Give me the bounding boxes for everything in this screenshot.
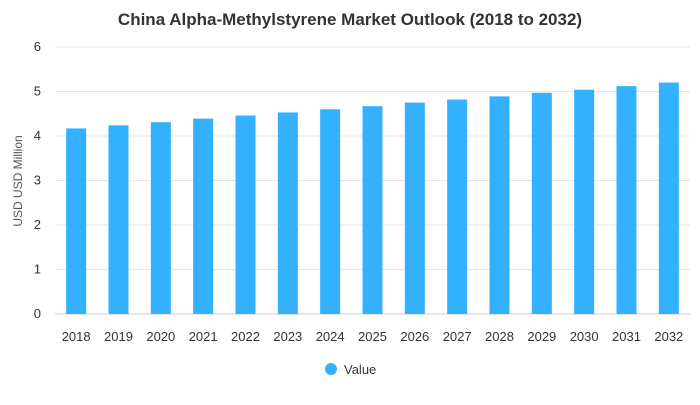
y-tick-label: 2 [34,217,41,232]
bar-2030[interactable] [574,89,595,314]
bar-2023[interactable] [277,112,298,314]
y-tick-label: 3 [34,173,41,188]
x-tick-label: 2019 [104,329,133,344]
x-tick-label: 2026 [400,329,429,344]
bar-2021[interactable] [193,118,214,315]
y-tick-label: 1 [34,262,41,277]
y-tick-label: 5 [34,84,41,99]
x-tick-label: 2022 [231,329,260,344]
bar-2022[interactable] [235,115,256,314]
x-tick-label: 2032 [654,329,683,344]
x-tick-label: 2029 [527,329,556,344]
bar-series [66,82,679,315]
legend-label: Value [344,362,376,377]
x-tick-label: 2024 [316,329,345,344]
y-axis-ticks: 0 1 2 3 4 5 6 [34,39,41,321]
x-tick-label: 2021 [189,329,218,344]
legend[interactable]: Value [325,362,376,377]
bar-2028[interactable] [489,96,510,315]
bar-2029[interactable] [531,92,552,315]
y-axis-label: USD USD Million [11,135,25,226]
x-tick-label: 2025 [358,329,387,344]
legend-marker [325,363,337,375]
x-tick-label: 2030 [570,329,599,344]
x-tick-label: 2018 [62,329,91,344]
y-tick-label: 0 [34,306,41,321]
bar-2025[interactable] [362,106,383,314]
x-tick-label: 2031 [612,329,641,344]
bar-2032[interactable] [658,82,679,314]
bar-2027[interactable] [447,99,468,314]
bar-2031[interactable] [616,86,637,314]
x-tick-label: 2027 [443,329,472,344]
bar-2020[interactable] [150,122,171,314]
y-tick-label: 6 [34,39,41,54]
x-tick-label: 2020 [146,329,175,344]
x-tick-label: 2023 [273,329,302,344]
bar-2019[interactable] [108,125,129,314]
x-axis-ticks: 2018 2019 2020 2021 2022 2023 2024 2025 2026 2027… [62,329,684,344]
chart-title: China Alpha-Methylstyrene Market Outlook… [118,10,582,29]
x-tick-label: 2028 [485,329,514,344]
bar-2018[interactable] [66,128,87,314]
bar-2024[interactable] [320,109,341,314]
y-tick-label: 4 [34,128,41,143]
bar-2026[interactable] [404,102,425,314]
